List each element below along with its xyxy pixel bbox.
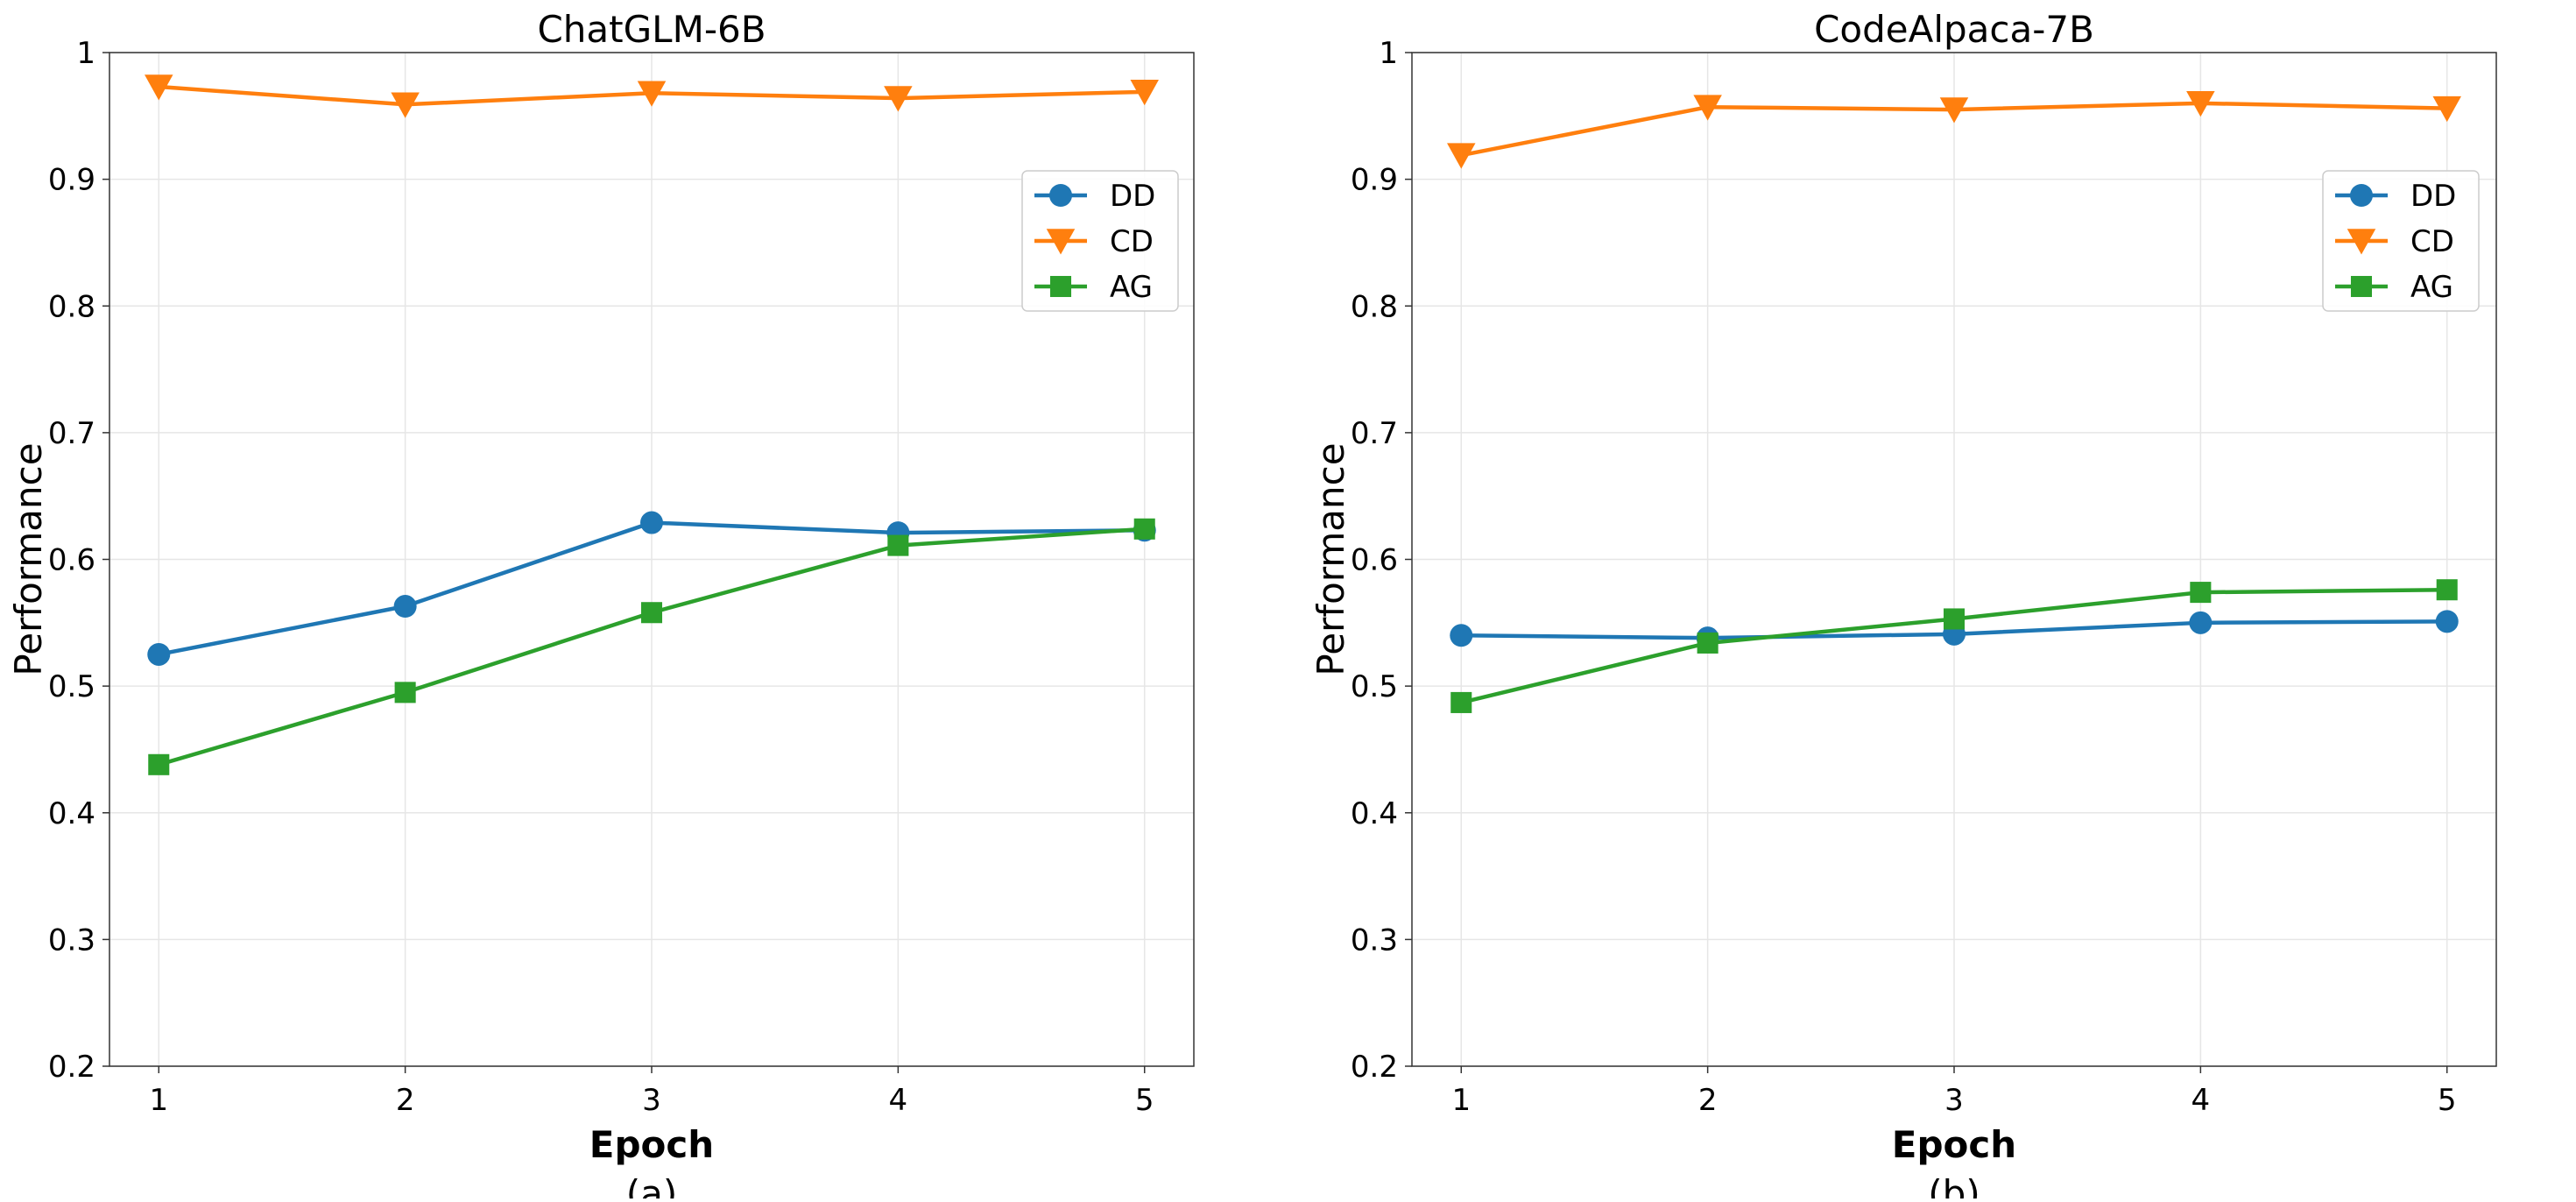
legend-marker-dd bbox=[1049, 184, 1072, 207]
y-tick-label: 0.8 bbox=[48, 289, 95, 324]
panel-caption: (a) bbox=[626, 1172, 678, 1198]
data-point-ag bbox=[2190, 582, 2212, 604]
legend-item-ag: AG bbox=[1034, 270, 1153, 305]
series-ag bbox=[1450, 579, 2458, 713]
legend-label-ag: AG bbox=[2410, 270, 2453, 305]
y-tick-label: 0.8 bbox=[1351, 289, 1398, 324]
chart-title: ChatGLM-6B bbox=[537, 8, 766, 51]
y-tick-label: 0.5 bbox=[1351, 669, 1398, 704]
legend-item-ag: AG bbox=[2335, 270, 2453, 305]
x-axis-label: Epoch bbox=[1892, 1123, 2016, 1166]
data-point-cd bbox=[1693, 95, 1722, 121]
y-tick-label: 0.3 bbox=[1351, 923, 1398, 958]
legend: DD CD AG bbox=[1021, 170, 1179, 312]
data-point-dd bbox=[1450, 624, 1473, 647]
y-tick-label: 0.9 bbox=[1351, 163, 1398, 198]
legend-label-ag: AG bbox=[1110, 270, 1153, 305]
legend-label-cd: CD bbox=[1110, 224, 1154, 259]
x-tick-label: 5 bbox=[1135, 1083, 1154, 1118]
x-tick-label: 1 bbox=[149, 1083, 168, 1118]
y-tick-label: 0.5 bbox=[48, 669, 95, 704]
y-tick-label: 0.4 bbox=[1351, 796, 1398, 831]
legend-label-cd: CD bbox=[2410, 224, 2454, 259]
data-point-cd bbox=[884, 86, 913, 112]
y-axis-label: Performance bbox=[7, 442, 50, 675]
y-tick-label: 0.9 bbox=[48, 163, 95, 198]
data-point-ag bbox=[148, 753, 170, 775]
legend: DD CD AG bbox=[2322, 170, 2480, 312]
data-point-dd bbox=[640, 511, 663, 534]
legend-item-dd: DD bbox=[1034, 179, 1155, 214]
data-point-ag bbox=[1133, 518, 1155, 540]
y-tick-label: 0.4 bbox=[48, 796, 95, 831]
data-point-dd bbox=[2189, 611, 2213, 634]
legend-item-cd: CD bbox=[2335, 224, 2454, 259]
y-tick-label: 0.6 bbox=[1351, 543, 1398, 578]
data-point-cd bbox=[1939, 97, 1969, 124]
legend-label-dd: DD bbox=[1110, 179, 1155, 214]
y-tick-label: 0.6 bbox=[48, 543, 95, 578]
x-tick-label: 3 bbox=[642, 1083, 661, 1118]
series-ag bbox=[148, 518, 1155, 775]
data-point-cd bbox=[1130, 80, 1159, 106]
y-tick-label: 0.2 bbox=[1351, 1050, 1398, 1085]
data-point-dd bbox=[147, 642, 171, 666]
x-axis-label: Epoch bbox=[589, 1123, 714, 1166]
y-tick-label: 1 bbox=[76, 36, 95, 71]
x-tick-label: 1 bbox=[1451, 1083, 1471, 1118]
y-tick-label: 0.3 bbox=[48, 923, 95, 958]
data-point-ag bbox=[394, 682, 416, 704]
data-point-cd bbox=[2432, 95, 2461, 123]
data-point-ag bbox=[887, 534, 909, 556]
data-point-cd bbox=[391, 92, 420, 118]
y-tick-label: 0.7 bbox=[48, 416, 95, 451]
series-cd bbox=[1447, 91, 2461, 169]
y-tick-label: 0.7 bbox=[1351, 416, 1398, 451]
panel-chatglm-6b: 0.2 0.3 0.4 0.5 0.6 0.7 0.8 0.9 1 1 2 3 4 5 ChatGLM-6B… bbox=[7, 8, 1195, 1202]
x-tick-label: 5 bbox=[2438, 1083, 2457, 1118]
legend-marker-cd bbox=[2347, 229, 2376, 255]
y-tick-label: 0.2 bbox=[48, 1050, 95, 1085]
data-point-ag bbox=[1943, 608, 1966, 630]
data-point-ag bbox=[1697, 632, 1719, 654]
y-axis-label: Performance bbox=[1309, 442, 1352, 675]
legend-marker-ag bbox=[2350, 275, 2373, 298]
panel-codealpaca-7b: 0.2 0.3 0.4 0.5 0.6 0.7 0.8 0.9 1 1 2 3 4 5 CodeAlpaca… bbox=[1309, 8, 2497, 1202]
chart-title: CodeAlpaca-7B bbox=[1814, 8, 2094, 51]
legend-label-dd: DD bbox=[2410, 179, 2456, 214]
legend-marker-ag bbox=[1049, 275, 1072, 298]
data-point-cd bbox=[637, 81, 667, 107]
data-point-dd bbox=[2435, 610, 2459, 633]
x-tick-label: 3 bbox=[1944, 1083, 1964, 1118]
x-tick-label: 4 bbox=[889, 1083, 908, 1118]
legend-item-cd: CD bbox=[1034, 224, 1154, 259]
x-tick-label: 2 bbox=[1698, 1083, 1718, 1118]
legend-marker-dd bbox=[2350, 184, 2373, 207]
legend-item-dd: DD bbox=[2335, 179, 2456, 214]
panel-caption: (b) bbox=[1928, 1172, 1980, 1198]
x-tick-label: 4 bbox=[2191, 1083, 2211, 1118]
x-tick-label: 2 bbox=[396, 1083, 415, 1118]
y-tick-label: 1 bbox=[1379, 36, 1398, 71]
series-cd bbox=[145, 74, 1159, 118]
data-point-dd bbox=[393, 595, 417, 619]
data-point-cd bbox=[145, 74, 173, 101]
data-point-ag bbox=[2436, 579, 2458, 601]
data-point-ag bbox=[1450, 691, 1472, 713]
data-point-cd bbox=[2186, 91, 2215, 117]
data-point-cd bbox=[1447, 143, 1476, 169]
data-point-ag bbox=[640, 602, 663, 624]
legend-marker-cd bbox=[1046, 229, 1076, 255]
